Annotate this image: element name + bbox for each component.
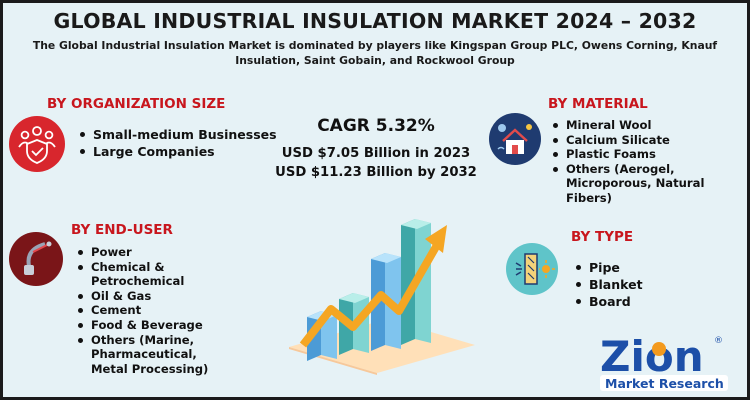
growth-bars-illustration — [289, 219, 475, 375]
list-item: Cement — [77, 303, 227, 318]
end-user-list: Power Chemical & Petrochemical Oil & Gas… — [77, 245, 227, 376]
page-title: GLOBAL INDUSTRIAL INSULATION MARKET 2024… — [53, 9, 697, 33]
cagr-value: CAGR 5.32% — [317, 116, 435, 136]
list-item: Others (Aerogel, Microporous, Natural Fi… — [552, 162, 747, 206]
market-value-2023: USD $7.05 Billion in 2023 — [281, 146, 471, 161]
list-item: Others (Marine, Pharmaceutical, Metal Pr… — [77, 333, 227, 377]
material-heading: BY MATERIAL — [548, 96, 648, 112]
list-item: Food & Beverage — [77, 318, 227, 333]
team-shield-icon — [9, 116, 65, 172]
logo-tagline: Market Research — [605, 376, 724, 391]
market-value-2032: USD $11.23 Billion by 2032 — [275, 165, 477, 180]
list-item: Small-medium Businesses — [79, 126, 277, 143]
list-item: Chemical & Petrochemical — [77, 260, 227, 289]
pipe-nozzle-icon — [9, 232, 63, 286]
type-list: Pipe Blanket Board — [575, 259, 643, 310]
insulated-house-icon — [489, 113, 541, 165]
list-item: Large Companies — [79, 143, 277, 160]
insulation-layer-icon — [506, 243, 558, 295]
logo-accent-dot — [652, 342, 666, 356]
list-item: Power — [77, 245, 227, 260]
org-size-list: Small-medium Businesses Large Companies — [79, 126, 277, 160]
page-subtitle: The Global Industrial Insulation Market … — [32, 39, 718, 67]
material-list: Mineral Wool Calcium Silicate Plastic Fo… — [552, 118, 747, 206]
zion-logo: Zion Market Research ® — [595, 331, 735, 393]
type-heading: BY TYPE — [571, 229, 634, 245]
logo-registered-mark: ® — [714, 336, 723, 346]
list-item: Oil & Gas — [77, 289, 227, 304]
list-item: Blanket — [575, 276, 643, 293]
list-item: Mineral Wool — [552, 118, 747, 133]
end-user-heading: BY END-USER — [71, 222, 173, 238]
list-item: Calcium Silicate — [552, 133, 747, 148]
logo-brand: Zion — [600, 332, 704, 381]
list-item: Plastic Foams — [552, 147, 747, 162]
org-size-heading: BY ORGANIZATION SIZE — [47, 96, 226, 112]
list-item: Pipe — [575, 259, 643, 276]
list-item: Board — [575, 293, 643, 310]
